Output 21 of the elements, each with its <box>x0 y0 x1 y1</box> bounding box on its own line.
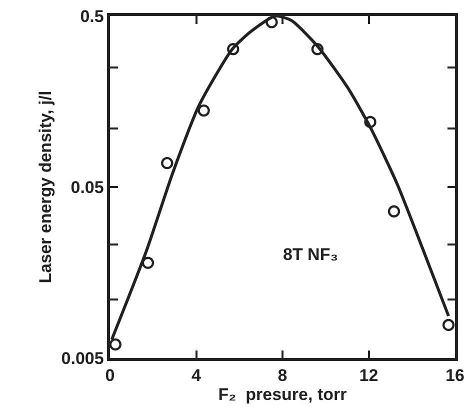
point <box>442 318 455 332</box>
x-tick-label: 16 <box>446 366 464 386</box>
point <box>388 205 400 218</box>
x-tick-label: 12 <box>359 366 378 386</box>
point <box>142 256 154 269</box>
y-tick-label: 0.005 <box>61 348 104 368</box>
y-tick-label: 0.5 <box>80 6 104 26</box>
point <box>266 16 278 28</box>
point <box>227 43 240 56</box>
point <box>364 116 376 128</box>
x-axis-title: F₂ presure, torr <box>218 385 348 404</box>
annotation: 8T NF₃ <box>283 245 338 264</box>
x-tick-label: 0 <box>105 366 115 386</box>
x-tick-label: 8 <box>278 366 288 386</box>
point <box>110 338 122 351</box>
point <box>198 104 210 117</box>
point <box>311 43 324 56</box>
y-axis-title: Laser energy density, j/l <box>36 90 55 284</box>
y-tick-label: 0.05 <box>70 178 104 197</box>
point <box>161 156 174 170</box>
x-tick-label: 4 <box>192 366 202 386</box>
